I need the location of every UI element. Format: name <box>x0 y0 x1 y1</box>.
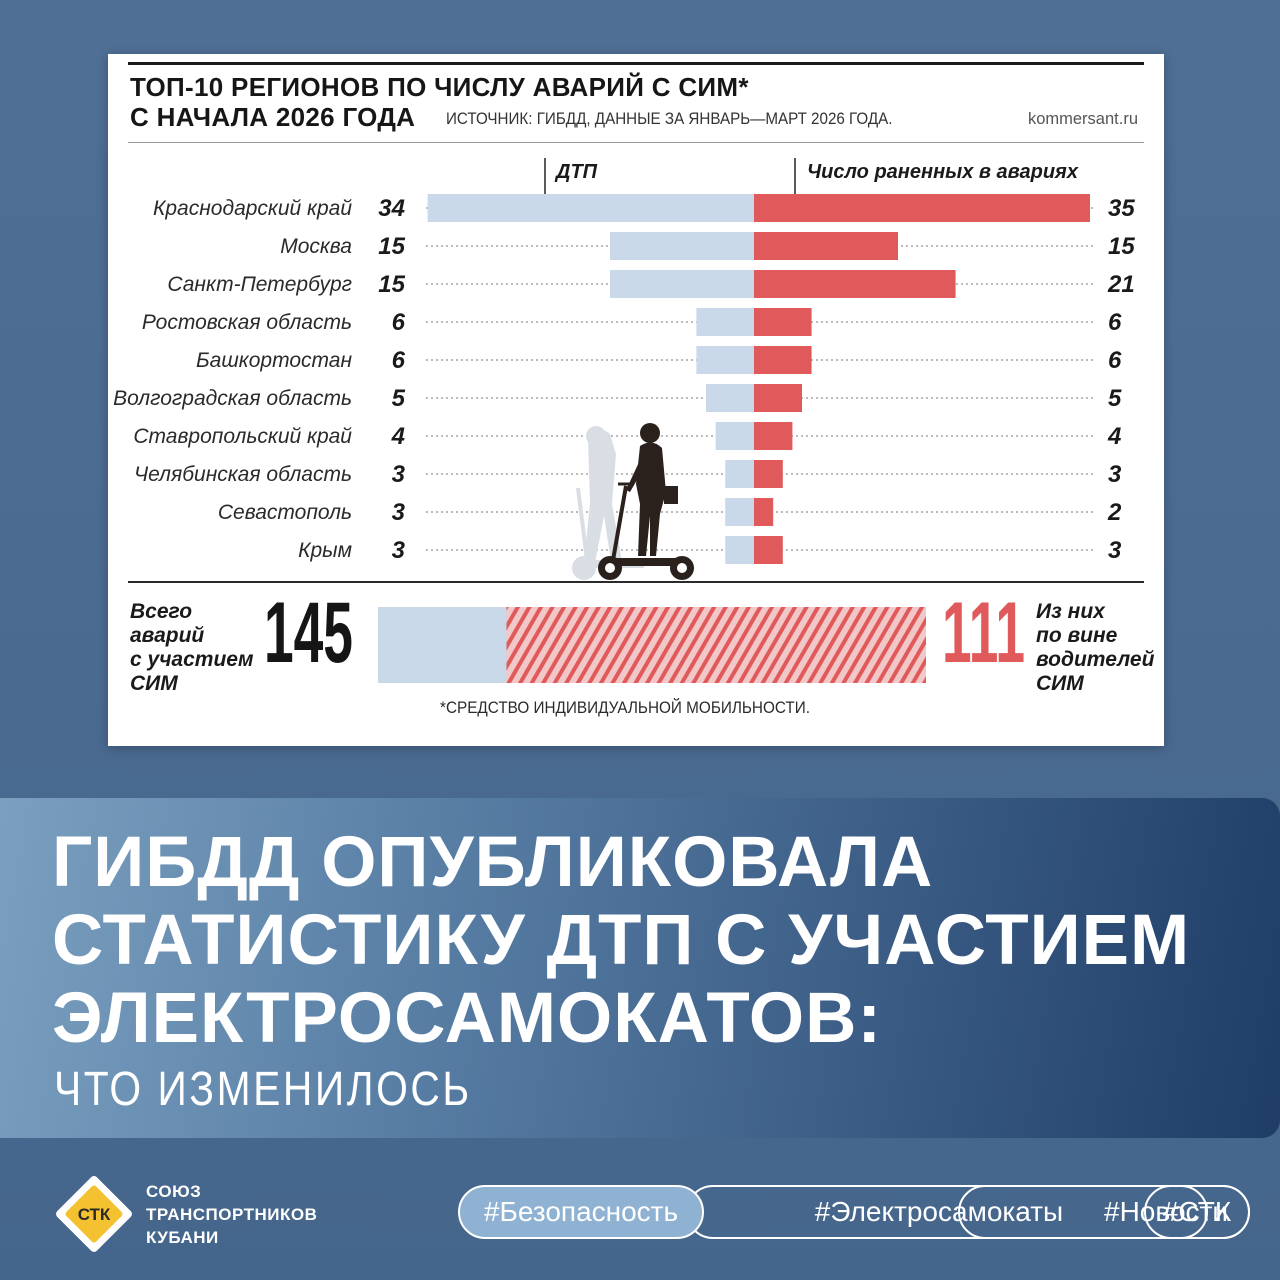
chart-footnote: *СРЕДСТВО ИНДИВИДУАЛЬНОЙ МОБИЛЬНОСТИ. <box>440 698 811 717</box>
tag-safety[interactable]: #Безопасность <box>458 1185 704 1239</box>
driver-fault-value: 111 <box>942 585 1026 681</box>
headline-line2: СТАТИСТИКУ ДТП С УЧАСТИЕМ <box>52 901 1191 980</box>
hashtag-bar: #Новости #СТК #Электросамокаты #Безопасн… <box>458 1185 1250 1239</box>
chart-title-line2: С НАЧАЛА 2026 ГОДА <box>130 102 416 132</box>
logo-mark: СТК <box>78 1205 111 1224</box>
stk-logo: СТК <box>52 1172 136 1256</box>
tag-escooters[interactable]: #Электросамокаты <box>686 1185 1208 1239</box>
top-rule <box>128 62 1144 65</box>
driver-fault-label: Из них по вине водителей СИМ <box>1036 600 1155 695</box>
header-rule <box>128 142 1144 143</box>
total-value: 145 <box>264 585 353 681</box>
chart-source: ИСТОЧНИК: ГИБДД, ДАННЫЕ ЗА ЯНВАРЬ—МАРТ 2… <box>446 110 893 128</box>
headline-subtitle: ЧТО ИЗМЕНИЛОСЬ <box>54 1063 472 1116</box>
logo-text: СОЮЗ ТРАНСПОРТНИКОВ КУБАНИ <box>146 1182 318 1247</box>
totals-rule <box>128 581 1144 583</box>
headline-band <box>0 798 1280 1138</box>
chart-site: kommersant.ru <box>1027 110 1138 128</box>
chart-card: ТОП-10 РЕГИОНОВ ПО ЧИСЛУ АВАРИЙ С СИМ* С… <box>108 54 1164 746</box>
headline-line1: ГИБДД ОПУБЛИКОВАЛА <box>52 823 934 902</box>
total-label: Всего аварий с участием СИМ <box>130 600 254 695</box>
headline-line3: ЭЛЕКТРОСАМОКАТОВ: <box>52 979 883 1058</box>
chart-title-line1: ТОП-10 РЕГИОНОВ ПО ЧИСЛУ АВАРИЙ С СИМ* <box>130 72 749 102</box>
